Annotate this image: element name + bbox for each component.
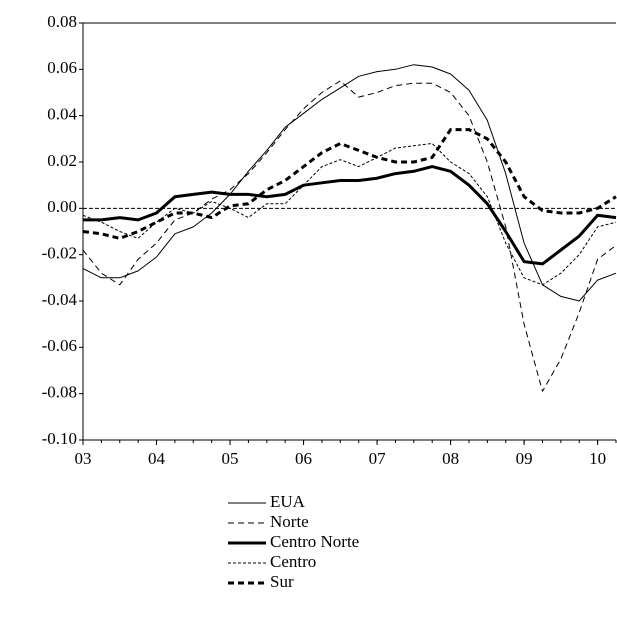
x-tick-label: 05 (222, 449, 239, 468)
x-tick-label: 08 (442, 449, 459, 468)
y-tick-label: -0.04 (42, 290, 78, 309)
y-tick-label: -0.06 (42, 336, 77, 355)
y-tick-label: 0.08 (47, 12, 77, 31)
y-tick-label: 0.00 (47, 197, 77, 216)
x-tick-label: 09 (516, 449, 533, 468)
x-tick-label: 06 (295, 449, 312, 468)
y-tick-label: 0.02 (47, 151, 77, 170)
y-tick-label: -0.10 (42, 429, 77, 448)
series-line (82, 80, 617, 392)
y-tick-label: 0.04 (47, 105, 77, 124)
legend-label: Norte (270, 512, 309, 531)
series-line (83, 165, 617, 266)
series-line (82, 64, 617, 302)
legend-label: Centro Norte (270, 532, 359, 551)
x-tick-label: 10 (589, 449, 606, 468)
x-tick-label: 07 (369, 449, 387, 468)
x-tick-label: 03 (75, 449, 92, 468)
y-tick-label: -0.08 (42, 383, 77, 402)
legend-label: Centro (270, 552, 316, 571)
legend-label: Sur (270, 572, 294, 591)
series-line (82, 128, 617, 240)
series-line (82, 143, 617, 286)
y-tick-label: -0.02 (42, 244, 77, 263)
x-tick-label: 04 (148, 449, 166, 468)
y-tick-label: 0.06 (47, 58, 77, 77)
legend-label: EUA (270, 492, 306, 511)
